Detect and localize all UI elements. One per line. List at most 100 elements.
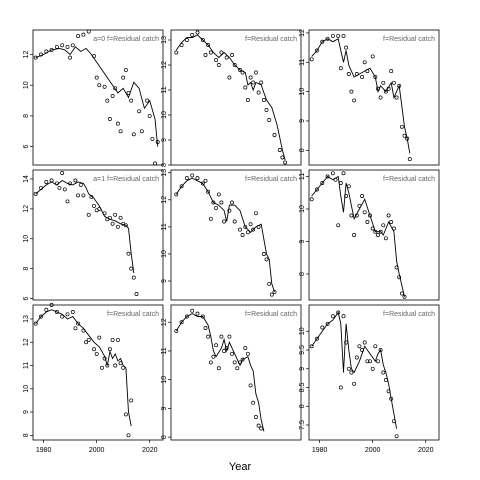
observed-point bbox=[370, 54, 375, 59]
observed-point bbox=[407, 157, 412, 162]
observed-point bbox=[208, 360, 213, 365]
observed-point bbox=[399, 124, 404, 129]
panel-label: f=Residual catch bbox=[245, 176, 297, 183]
observed-point bbox=[33, 55, 38, 60]
observed-point bbox=[219, 50, 224, 55]
observed-point bbox=[89, 194, 94, 199]
observed-point bbox=[253, 70, 258, 75]
panel-row2-col1: a=1 f=Residual catch 6 8 10 12 14 bbox=[23, 169, 164, 301]
fitted-line bbox=[35, 46, 159, 147]
panel-row1-col2: f=Residual catch 8 9 10 11 12 13 bbox=[161, 29, 302, 167]
observed-point bbox=[100, 365, 104, 370]
observed-point bbox=[131, 132, 136, 137]
y-tick-label: 13 bbox=[23, 315, 30, 323]
observed-point bbox=[352, 381, 357, 386]
x-axis-title: Year bbox=[229, 461, 252, 473]
y-tick-label: 10 bbox=[161, 111, 168, 119]
observed-point bbox=[129, 98, 134, 103]
y-tick-label: 12 bbox=[23, 51, 30, 59]
observed-point bbox=[394, 265, 399, 270]
observed-point bbox=[179, 43, 184, 47]
observed-point bbox=[126, 433, 131, 438]
observed-point bbox=[376, 233, 380, 237]
panel-row3-col1: f=Residual catch 8 9 10 11 12 13 1980 2000 2020 bbox=[23, 303, 164, 454]
observed-point bbox=[134, 292, 139, 296]
observed-point bbox=[174, 50, 179, 55]
observed-point bbox=[394, 95, 399, 100]
observed-point bbox=[121, 365, 126, 370]
observed-point bbox=[107, 215, 112, 220]
observed-point bbox=[346, 184, 351, 189]
y-tick-label: 11 bbox=[161, 347, 168, 354]
observed-point bbox=[253, 415, 258, 419]
observed-point bbox=[238, 227, 242, 232]
observed-point bbox=[267, 281, 272, 286]
observed-point bbox=[78, 182, 83, 187]
observed-point bbox=[354, 72, 359, 76]
observed-point bbox=[349, 370, 354, 375]
fitted-line bbox=[35, 179, 135, 274]
observed-point bbox=[243, 85, 248, 90]
observed-point bbox=[381, 370, 386, 375]
observed-point bbox=[214, 205, 219, 210]
y-tick-label: 12 bbox=[23, 205, 30, 213]
observed-point bbox=[73, 178, 78, 183]
observed-point bbox=[60, 171, 65, 175]
x-tick-label: 2000 bbox=[89, 447, 105, 454]
observed-point bbox=[344, 194, 349, 198]
y-tick-label: 11 bbox=[161, 86, 168, 93]
observed-point bbox=[253, 211, 258, 216]
observed-point bbox=[76, 321, 81, 326]
fitted-line bbox=[175, 34, 286, 161]
panel-frame bbox=[32, 169, 164, 301]
observed-point bbox=[86, 337, 91, 342]
observed-point bbox=[240, 357, 245, 362]
observed-point bbox=[190, 173, 195, 178]
panel-row3-col2: f=Residual catch 8 9 10 11 12 bbox=[161, 304, 302, 441]
y-tick-label: 8.5 bbox=[299, 383, 306, 393]
observed-point bbox=[81, 32, 86, 37]
observed-point bbox=[357, 344, 362, 349]
observed-point bbox=[224, 55, 229, 60]
observed-point bbox=[378, 348, 383, 352]
observed-point bbox=[97, 83, 102, 88]
observed-point bbox=[118, 129, 123, 134]
observed-point bbox=[349, 89, 354, 94]
y-tick-label: 9 bbox=[161, 279, 168, 283]
observed-point bbox=[248, 222, 253, 227]
observed-point bbox=[54, 310, 59, 314]
observed-point bbox=[65, 44, 70, 49]
observed-point bbox=[174, 328, 179, 333]
observed-point bbox=[283, 160, 288, 165]
observed-point bbox=[49, 303, 54, 307]
observed-point bbox=[203, 53, 208, 57]
y-tick-label: 10 bbox=[23, 235, 30, 243]
observed-point bbox=[368, 213, 372, 218]
panel-row1-col3: f=Residual catch 8 9 10 11 12 bbox=[299, 29, 440, 166]
observed-point bbox=[245, 98, 250, 102]
observed-point bbox=[123, 223, 128, 228]
observed-point bbox=[81, 328, 86, 333]
observed-point bbox=[243, 346, 248, 351]
panel-row2-col3: f=Residual catch 8 9 10 11 bbox=[299, 169, 440, 301]
x-tick-label: 1980 bbox=[312, 447, 328, 454]
observed-point bbox=[352, 233, 357, 237]
observed-point bbox=[383, 89, 388, 94]
observed-point bbox=[219, 200, 224, 205]
observed-point bbox=[251, 227, 256, 232]
observed-point bbox=[105, 98, 110, 103]
x-tick-label: 2020 bbox=[418, 447, 434, 454]
observed-point bbox=[92, 347, 96, 352]
observed-point bbox=[272, 133, 277, 137]
observed-point bbox=[383, 236, 388, 241]
observed-point bbox=[397, 83, 402, 88]
observed-point bbox=[336, 310, 341, 315]
observed-point bbox=[330, 314, 335, 319]
observed-point bbox=[333, 177, 338, 182]
observed-point bbox=[245, 230, 250, 235]
observed-point bbox=[346, 72, 351, 76]
observed-point bbox=[102, 356, 107, 361]
panel-label: f=Residual catch bbox=[245, 36, 297, 43]
observed-point bbox=[405, 136, 410, 141]
y-tick-label: 8 bbox=[23, 433, 30, 437]
